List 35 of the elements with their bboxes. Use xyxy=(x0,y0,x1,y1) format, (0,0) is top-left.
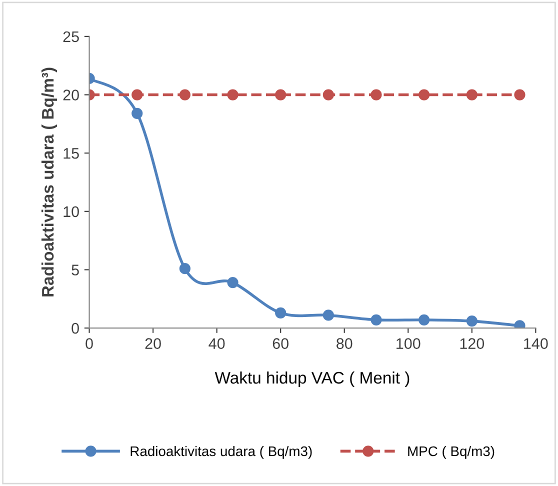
point xyxy=(132,108,143,119)
x-tick-label: 100 xyxy=(396,338,420,349)
point xyxy=(227,277,238,288)
point xyxy=(227,89,238,100)
y-tick-label: 25 xyxy=(63,31,79,42)
y-tick-label: 15 xyxy=(64,148,79,159)
point xyxy=(132,89,143,100)
point xyxy=(370,314,382,326)
y-tick-label: 20 xyxy=(63,90,79,100)
x-tick-label: 80 xyxy=(336,338,352,349)
x-tick-label: 40 xyxy=(208,338,225,349)
point xyxy=(466,89,478,100)
x-tick-label: 20 xyxy=(145,338,161,349)
point xyxy=(418,314,430,326)
y-tick-label: 5 xyxy=(72,264,79,276)
point xyxy=(322,89,334,100)
point xyxy=(275,307,286,318)
legend-label: Radioaktivitas udara ( Bq/m3) xyxy=(130,446,312,459)
point xyxy=(418,89,430,100)
point xyxy=(179,89,190,100)
point xyxy=(322,310,334,321)
y-tick-label: 0 xyxy=(72,322,79,334)
x-tick-label: 120 xyxy=(460,338,484,349)
x-tick-label: 140 xyxy=(524,338,548,349)
point xyxy=(466,315,478,327)
x-axis-title: Waktu hidup VAC ( Menit ) xyxy=(214,371,410,387)
point xyxy=(179,263,190,274)
y-axis-title: Radioaktivitas udara ( Bq/m³) xyxy=(41,68,58,296)
legend-label: MPC ( Bq/m3) xyxy=(408,446,494,459)
point xyxy=(370,89,382,100)
x-tick-label: 60 xyxy=(272,338,288,349)
point xyxy=(514,89,526,100)
y-tick-label: 10 xyxy=(64,206,79,218)
x-tick-label: 0 xyxy=(86,338,93,349)
point xyxy=(275,89,286,100)
